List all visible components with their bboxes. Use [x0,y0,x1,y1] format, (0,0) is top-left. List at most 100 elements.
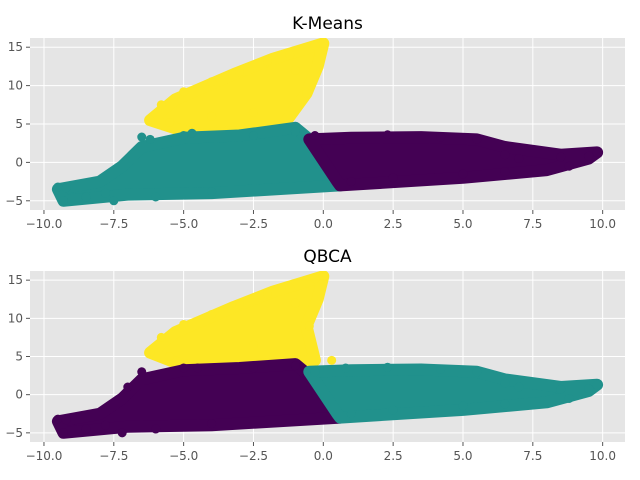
data-point [151,424,161,434]
data-point [145,134,155,144]
data-point [556,384,566,394]
scatter-points [51,271,604,439]
data-point [383,362,393,372]
x-tick-label: −5.0 [169,217,198,231]
x-tick-label: −2.5 [239,449,268,463]
data-point [235,300,245,310]
x-tick-label: −7.5 [99,449,128,463]
x-tick-label: 7.5 [523,449,542,463]
data-point [290,65,300,75]
data-point [117,428,127,438]
x-tick-label: 10.0 [589,449,616,463]
data-point [514,382,524,392]
data-point [592,380,602,390]
data-point [318,38,328,48]
data-point [285,283,295,293]
data-point [500,167,510,177]
y-tick-label: 5 [15,117,23,131]
x-tick-label: −10.0 [26,449,63,463]
scatter-series-1 [51,121,347,207]
data-point [137,132,147,142]
chart-title: QBCA [303,247,352,267]
data-point [584,151,594,161]
data-point [472,134,482,144]
scatter-series-2 [303,130,604,192]
data-point [81,424,91,434]
x-tick-label: 10.0 [589,217,616,231]
data-point [290,298,300,308]
data-point [346,177,356,187]
data-point [556,152,566,162]
data-point [458,401,468,411]
chart-title: K-Means [292,14,363,34]
data-point [514,154,524,164]
data-point [207,77,217,87]
data-point [310,274,320,284]
data-point [207,419,217,429]
data-point [310,41,320,51]
data-point [592,147,602,157]
y-tick-label: 0 [15,388,23,402]
kmeans-subplot: −10.0 −7.5 −5.0 −2.5 0.0 2.5 5.0 7.5 10.0 −5 0 5 10 1… [5,14,625,231]
data-point [248,363,258,373]
data-point [285,50,295,60]
data-point [500,378,510,388]
data-point [193,363,203,373]
data-point [500,399,510,409]
data-point [564,161,574,171]
x-tick-label: 7.5 [523,217,542,231]
x-tick-label: −7.5 [99,217,128,231]
x-tick-label: −10.0 [26,217,63,231]
data-point [59,428,69,438]
scatter-series-0 [144,38,330,142]
x-tick-label: 2.5 [384,449,403,463]
data-point [165,352,175,361]
y-tick-label: −5 [5,426,23,440]
data-point [290,361,300,371]
data-point [304,321,314,331]
data-point [346,409,356,419]
scatter-series-2 [303,362,604,424]
data-point [207,187,217,197]
data-point [235,67,245,77]
data-point [151,192,161,202]
data-point [156,332,166,342]
x-tick-label: −2.5 [239,217,268,231]
data-point [100,420,110,430]
data-point [179,363,189,373]
data-point [248,131,258,141]
data-point [53,414,63,424]
y-tick-label: 10 [8,79,23,93]
x-tick-label: 5.0 [453,449,472,463]
data-point [248,107,258,117]
cluster-region [51,121,347,207]
y-tick-label: 5 [15,350,23,364]
data-point [145,115,155,125]
data-point [436,364,446,374]
y-tick-label: 15 [8,40,23,54]
qbca-subplot: −10.0 −7.5 −5.0 −2.5 0.0 2.5 5.0 7.5 10.0 −5 0 5 10 1… [5,247,625,463]
data-point [584,384,594,394]
x-tick-label: 0.0 [314,217,333,231]
data-point [100,188,110,198]
data-point [156,100,166,110]
data-point [388,173,398,183]
x-tick-label: 5.0 [453,217,472,231]
data-point [187,128,197,138]
data-point [53,182,63,192]
y-tick-label: 10 [8,311,23,325]
data-point [310,131,320,141]
data-point [500,150,510,160]
data-point [262,289,272,299]
data-point [262,56,272,66]
data-point [61,415,71,425]
x-tick-label: −5.0 [169,449,198,463]
data-point [81,192,91,202]
data-point [436,132,446,142]
data-point [207,111,217,121]
data-point [109,196,119,206]
data-point [458,169,468,179]
data-point [145,348,155,358]
data-point [59,196,69,206]
